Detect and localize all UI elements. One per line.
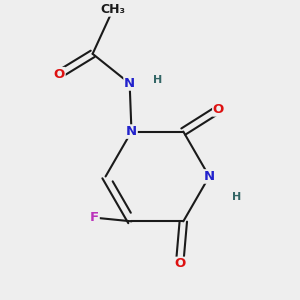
Text: CH₃: CH₃	[100, 3, 125, 16]
Text: N: N	[126, 125, 137, 138]
Text: O: O	[54, 68, 65, 81]
Text: F: F	[90, 211, 99, 224]
Text: N: N	[204, 170, 215, 183]
Text: H: H	[232, 192, 242, 202]
Text: O: O	[213, 103, 224, 116]
Text: H: H	[153, 75, 162, 85]
Text: O: O	[174, 257, 185, 270]
Text: N: N	[124, 77, 135, 90]
